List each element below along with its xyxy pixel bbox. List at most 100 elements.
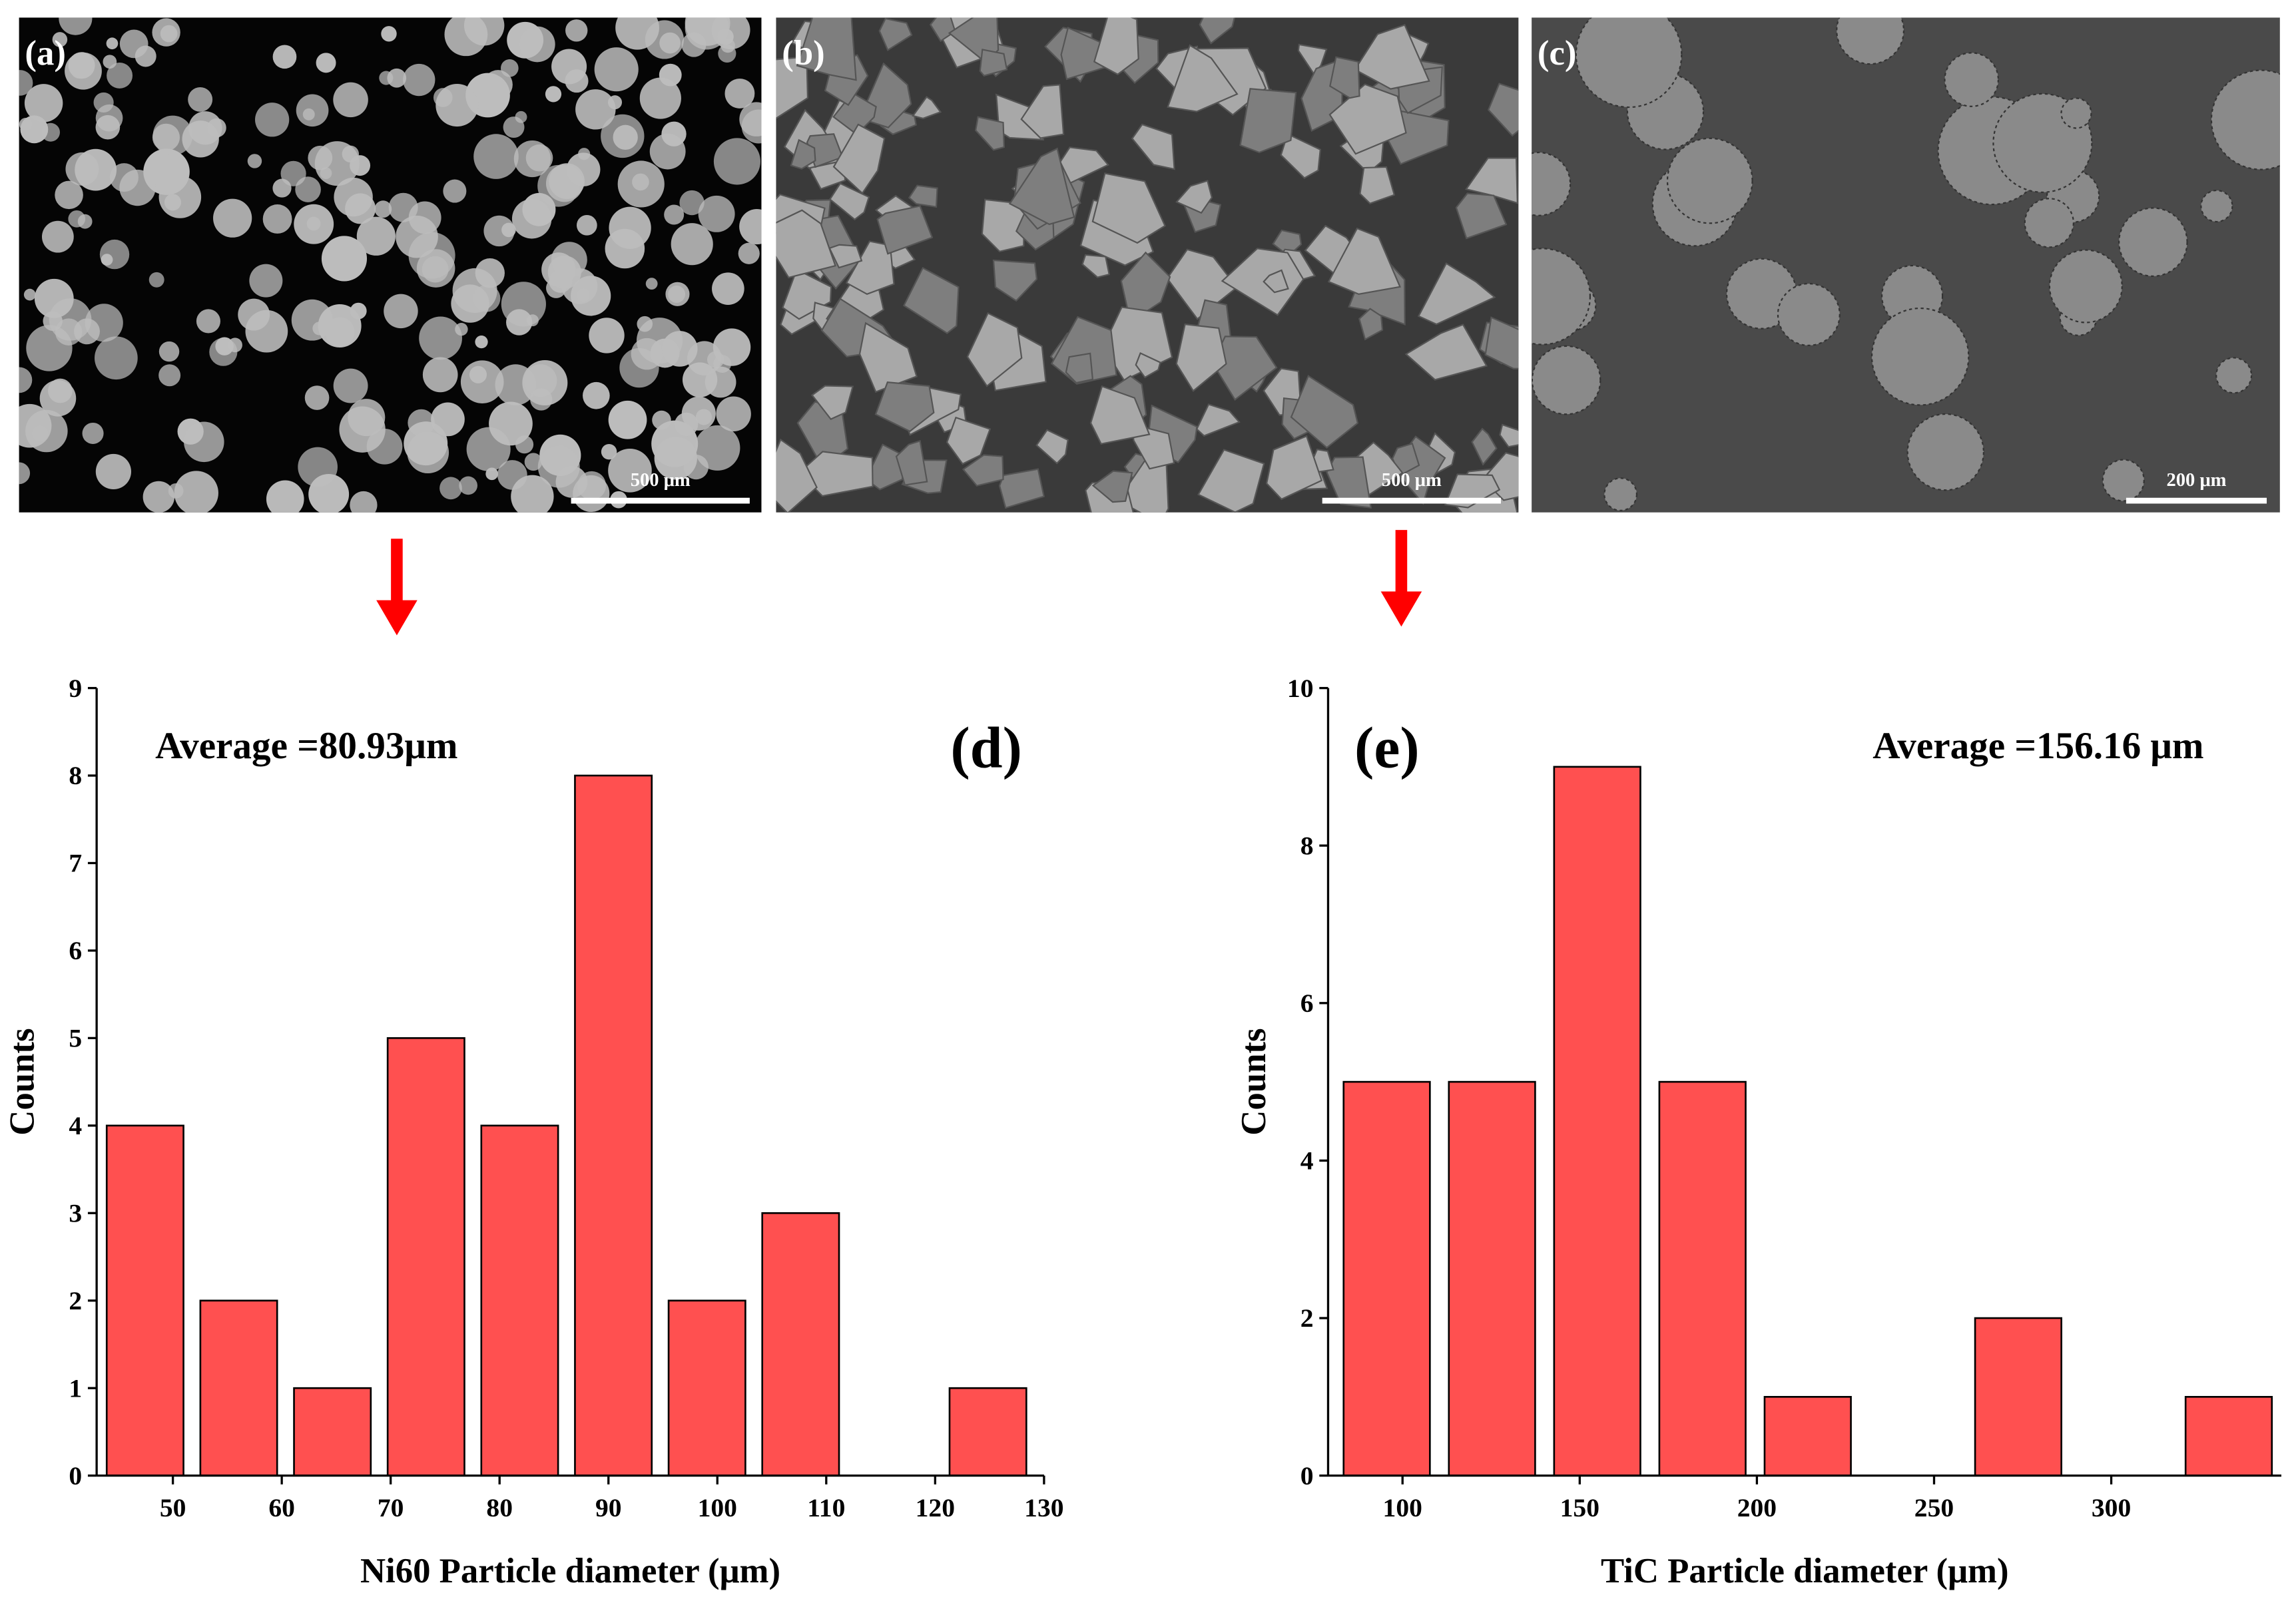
particle xyxy=(2060,97,2092,129)
particle xyxy=(1020,84,1065,139)
arrows xyxy=(376,530,1422,636)
y-tick-label: 2 xyxy=(69,1286,82,1315)
particle xyxy=(1131,123,1175,170)
bar xyxy=(948,1387,1027,1477)
particle xyxy=(1065,352,1094,384)
particle xyxy=(832,123,886,195)
x-tick-label: 200 xyxy=(1737,1493,1777,1522)
bar xyxy=(574,774,653,1477)
particles xyxy=(776,17,1519,513)
particle xyxy=(1455,192,1508,240)
particle xyxy=(661,331,698,367)
particle xyxy=(95,114,121,140)
particle xyxy=(664,204,685,225)
panel-label: (c) xyxy=(1538,34,1577,73)
bar xyxy=(761,1212,840,1477)
particle xyxy=(2048,249,2123,324)
particle xyxy=(716,396,751,432)
x-tick-label: 110 xyxy=(807,1493,845,1522)
particle xyxy=(619,347,659,388)
particle xyxy=(55,180,83,210)
particle xyxy=(507,21,544,59)
particle xyxy=(443,179,467,203)
particle xyxy=(1081,254,1111,278)
particle xyxy=(608,449,652,493)
particle xyxy=(1465,157,1518,204)
particle xyxy=(245,310,288,353)
particle xyxy=(524,453,543,471)
particle xyxy=(95,453,132,490)
annotation: Average =156.16 μm xyxy=(1872,725,2203,767)
particle xyxy=(2118,207,2188,277)
particle xyxy=(912,96,942,120)
particle xyxy=(1358,308,1384,341)
particle xyxy=(247,154,262,168)
particle xyxy=(1777,283,1841,346)
particle xyxy=(342,145,360,163)
x-tick-label: 100 xyxy=(1383,1493,1422,1522)
particle xyxy=(776,438,818,513)
particle xyxy=(1091,172,1166,244)
panel-label: (b) xyxy=(782,34,825,73)
y-tick-label: 4 xyxy=(69,1111,82,1140)
particle xyxy=(1008,147,1075,226)
y-tick-label: 8 xyxy=(1300,831,1314,860)
particle xyxy=(712,272,744,305)
particle xyxy=(2024,198,2074,248)
y-tick-label: 3 xyxy=(69,1198,82,1228)
particle xyxy=(541,252,576,287)
particle xyxy=(790,138,816,170)
particle xyxy=(739,102,762,136)
particle xyxy=(594,47,639,92)
particle xyxy=(85,304,123,342)
particle xyxy=(19,462,31,485)
y-tick-label: 7 xyxy=(69,849,82,878)
particle xyxy=(334,177,373,217)
particle xyxy=(249,264,283,298)
particle xyxy=(1175,323,1227,392)
scale-bar-label: 200 μm xyxy=(2166,470,2226,491)
particle xyxy=(41,220,74,253)
particle xyxy=(739,208,762,245)
particle xyxy=(549,163,585,199)
particle xyxy=(1197,449,1265,513)
particle xyxy=(19,367,33,393)
particle xyxy=(24,84,63,122)
sem-panel: (a) 500 μm xyxy=(19,17,762,513)
particle xyxy=(1906,413,1984,491)
particle xyxy=(500,59,519,77)
particle xyxy=(679,190,705,216)
y-tick-label: 0 xyxy=(1300,1461,1314,1490)
particle xyxy=(158,364,181,387)
particle xyxy=(1093,17,1139,76)
particle xyxy=(571,276,611,316)
x-tick-label: 80 xyxy=(486,1493,513,1522)
particle xyxy=(350,491,378,513)
particle xyxy=(107,62,133,89)
particle xyxy=(525,144,553,172)
y-tick-label: 8 xyxy=(69,761,82,790)
particle xyxy=(695,425,740,471)
particle xyxy=(439,477,462,500)
particle xyxy=(20,115,49,144)
particle xyxy=(1328,83,1407,155)
particle xyxy=(302,108,315,120)
particle xyxy=(387,68,407,88)
particle xyxy=(555,465,588,498)
panel-label: (d) xyxy=(950,716,1021,780)
particle xyxy=(1870,307,1970,406)
particle xyxy=(652,410,671,430)
particle xyxy=(671,223,713,266)
particle xyxy=(724,79,755,109)
particle xyxy=(1471,427,1498,466)
particle xyxy=(601,114,645,158)
particle xyxy=(455,322,468,336)
particle xyxy=(682,362,718,397)
particle xyxy=(713,138,760,185)
particle xyxy=(272,45,297,69)
particle xyxy=(718,44,736,63)
panel-label: (e) xyxy=(1354,716,1420,780)
annotation: Average =80.93μm xyxy=(155,725,457,767)
particle xyxy=(174,471,218,513)
particle xyxy=(48,378,73,403)
